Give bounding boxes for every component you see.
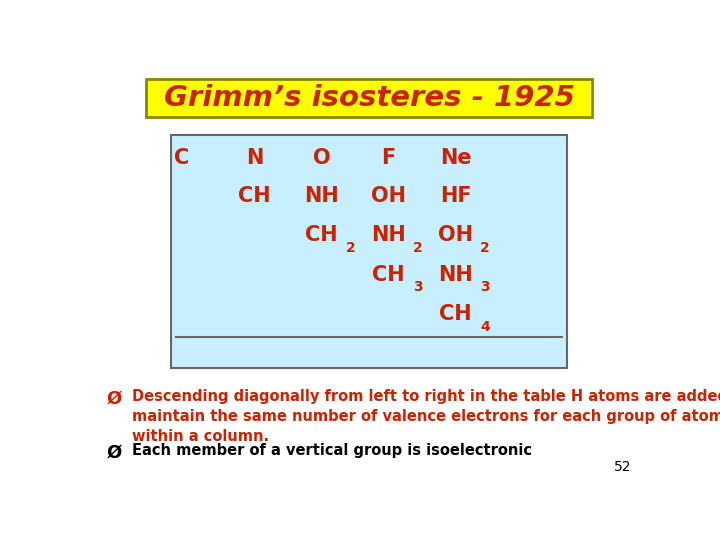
Text: NH: NH [304, 186, 339, 206]
Text: C: C [174, 148, 189, 168]
Text: CH: CH [372, 265, 405, 285]
Text: Ø: Ø [107, 389, 122, 407]
Text: Each member of a vertical group is isoelectronic: Each member of a vertical group is isoel… [132, 443, 532, 458]
Text: O: O [312, 148, 330, 168]
Text: NH: NH [371, 225, 406, 245]
Text: OH: OH [371, 186, 406, 206]
Text: OH: OH [438, 225, 473, 245]
Text: F: F [382, 148, 396, 168]
Text: CH: CH [305, 225, 338, 245]
Text: 4: 4 [480, 320, 490, 334]
Text: 52: 52 [613, 461, 631, 474]
Text: CH: CH [238, 186, 271, 206]
Text: 2: 2 [480, 241, 490, 255]
Text: Ne: Ne [440, 148, 472, 168]
Text: HF: HF [440, 186, 472, 206]
Text: 2: 2 [413, 241, 423, 255]
Text: NH: NH [438, 265, 473, 285]
Text: Grimm’s isosteres - 1925: Grimm’s isosteres - 1925 [163, 84, 575, 112]
FancyBboxPatch shape [145, 79, 593, 117]
Text: CH: CH [439, 304, 472, 325]
Text: 3: 3 [480, 280, 490, 294]
FancyBboxPatch shape [171, 136, 567, 368]
Text: N: N [246, 148, 264, 168]
Text: 3: 3 [413, 280, 423, 294]
Text: Ø: Ø [107, 443, 122, 461]
Text: 2: 2 [346, 241, 356, 255]
Text: Descending diagonally from left to right in the table H atoms are added to
maint: Descending diagonally from left to right… [132, 389, 720, 444]
